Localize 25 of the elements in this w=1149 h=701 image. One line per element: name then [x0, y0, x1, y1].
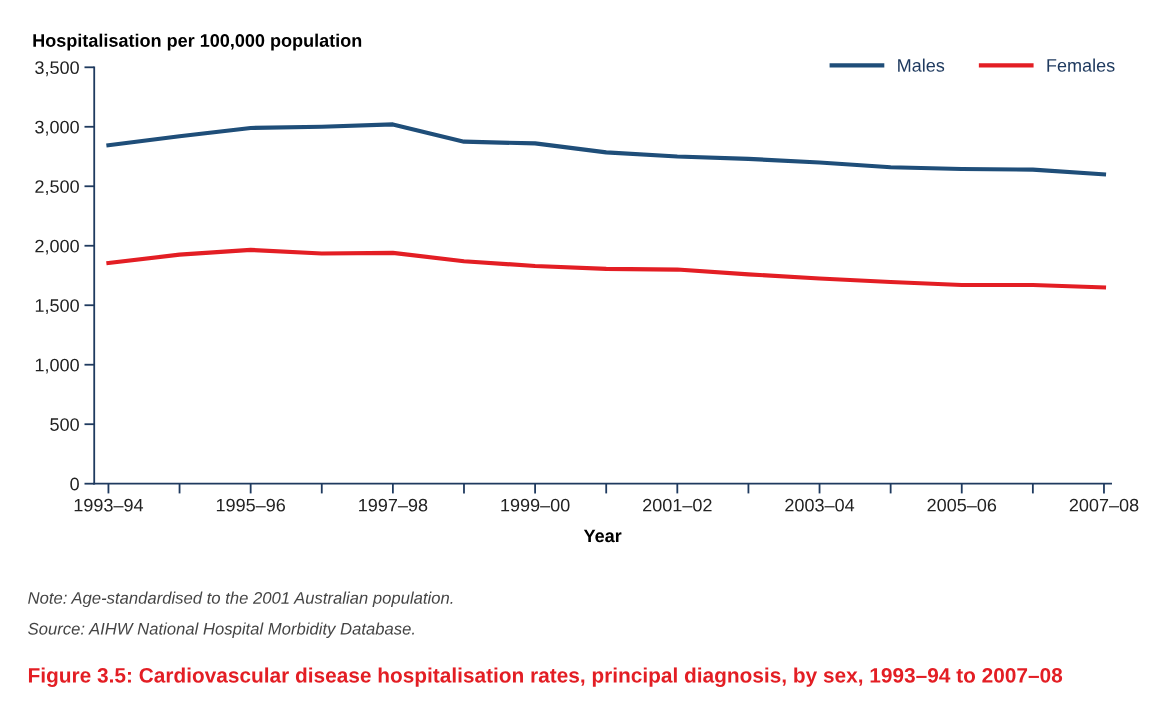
x-tick-label: 2003–04 — [785, 498, 855, 512]
y-tick-label: 2,500 — [35, 180, 79, 196]
y-axis-title: Hospitalisation per 100,000 population — [33, 33, 362, 51]
x-axis-title: Year — [583, 529, 622, 543]
y-tick-label: 3,000 — [35, 120, 79, 136]
x-tick-label: 2005–06 — [927, 498, 997, 512]
y-tick-label: 3,500 — [35, 61, 79, 77]
source-note: Source: AIHW National Hospital Morbidity Database. — [28, 622, 414, 638]
legend-label: Females — [1047, 58, 1115, 72]
x-tick-label: 1993–94 — [74, 498, 144, 512]
line-series — [106, 122, 1107, 177]
x-tick-label: 1995–96 — [216, 498, 286, 512]
text: Figure 3.5: Cardiovascular disease hospitalisation rates, principal diagnosis, by sex, 1993–94 to 2007–08 — [28, 667, 1063, 687]
y-tick-label: 1,500 — [35, 299, 79, 315]
y-tick-label: 1,000 — [35, 358, 79, 374]
x-tick-label: 2007–08 — [1069, 498, 1139, 512]
text: Note: Age-standardised to the 2001 Australian population. — [28, 591, 453, 608]
y-tick-label: 500 — [50, 418, 79, 431]
x-tick-label: 2001–02 — [643, 498, 712, 512]
x-tick-label: 1999–00 — [501, 498, 570, 512]
y-tick-label: 2,000 — [35, 239, 79, 255]
line-series — [106, 247, 1107, 290]
y-tick-label: 0 — [70, 477, 79, 491]
x-tick-label: 1997–98 — [359, 498, 428, 512]
legend-label: Males — [898, 58, 945, 72]
